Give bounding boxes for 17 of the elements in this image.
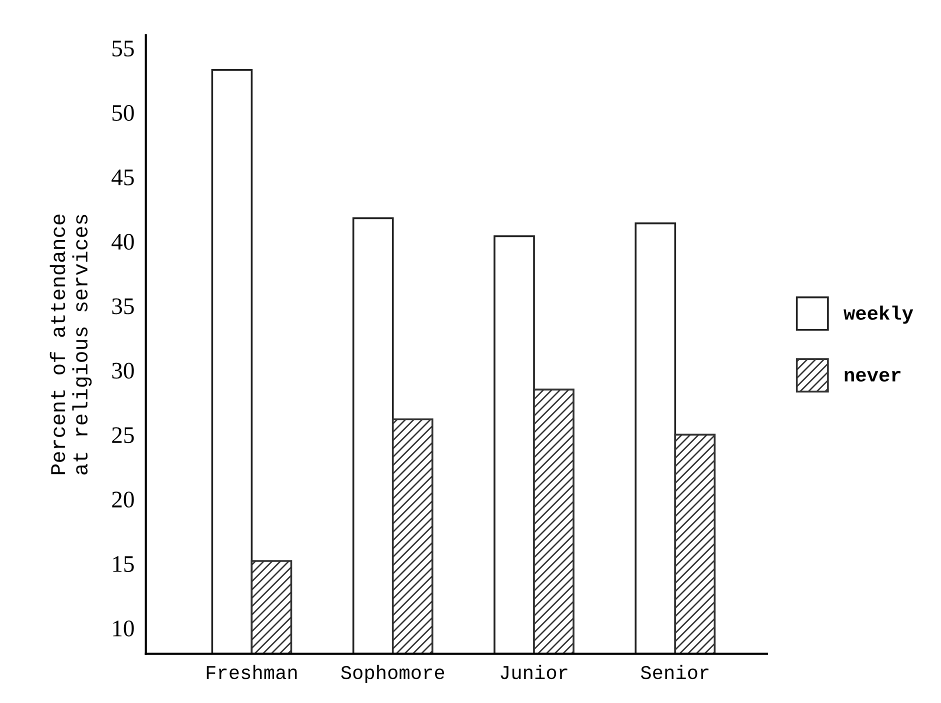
legend-label: never (844, 370, 900, 382)
y-tick-label: 55 (112, 40, 134, 56)
x-tick-label: Junior (500, 664, 568, 680)
y-tick-label: 15 (113, 556, 134, 572)
y-tick-label: 50 (112, 104, 134, 121)
y-tick-label: 25 (112, 427, 134, 444)
y-tick-label: 20 (112, 492, 134, 508)
y-tick-label: 35 (112, 298, 134, 314)
x-tick-label: Sophomore (341, 664, 444, 684)
y-tick-label: 30 (112, 362, 134, 379)
y-axis-title: Percent of attendance at religious services (50, 214, 92, 474)
legend-label: weekly (844, 306, 914, 324)
x-tick-label: Senior (640, 664, 708, 680)
y-tick-label: 10 (113, 620, 134, 636)
x-tick-label: Freshman (206, 664, 297, 680)
y-tick-label: 40 (112, 234, 134, 250)
y-tick-label: 45 (112, 170, 134, 186)
